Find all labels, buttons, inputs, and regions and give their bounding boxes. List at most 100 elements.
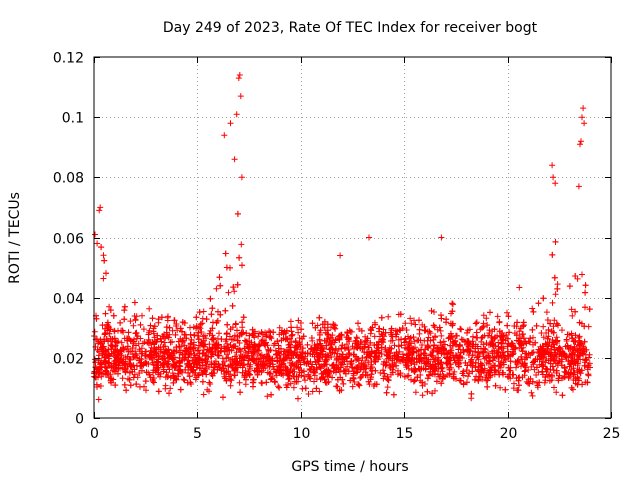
data-point: [438, 359, 445, 366]
data-point: [355, 320, 361, 327]
data-point: [183, 335, 190, 342]
data-point: [145, 340, 152, 347]
data-point: [440, 346, 447, 353]
data-point: [425, 363, 432, 370]
data-point: [373, 381, 380, 388]
data-point: [516, 382, 522, 389]
data-point: [185, 352, 192, 358]
data-point: [278, 371, 285, 377]
data-point: [171, 317, 178, 324]
data-point: [544, 317, 551, 323]
data-point: [106, 303, 113, 310]
data-point: [112, 366, 119, 373]
data-point: [305, 371, 312, 378]
data-point: [551, 274, 558, 281]
data-point: [191, 332, 198, 338]
data-point: [353, 337, 360, 344]
data-point: [478, 345, 484, 352]
data-point: [179, 337, 186, 344]
data-point: [549, 251, 556, 258]
data-point: [286, 372, 292, 379]
data-point: [479, 325, 485, 331]
data-point: [443, 316, 450, 323]
data-point: [234, 327, 240, 334]
plot-frame: [93, 56, 612, 419]
data-point: [266, 334, 273, 341]
data-point: [270, 329, 277, 336]
data-point: [411, 377, 418, 384]
data-point: [583, 346, 590, 353]
data-point: [536, 379, 543, 386]
data-point: [318, 345, 325, 352]
data-point: [496, 318, 503, 325]
data-point: [477, 373, 484, 380]
data-point: [402, 320, 409, 327]
data-point: [109, 343, 116, 350]
data-point: [473, 319, 480, 326]
x-tick-label: 20: [500, 426, 518, 442]
data-point: [453, 332, 460, 339]
data-point: [565, 344, 571, 351]
data-point: [424, 344, 431, 351]
data-point: [554, 360, 561, 367]
data-point: [339, 359, 345, 366]
data-point: [404, 344, 411, 351]
data-point: [149, 315, 156, 322]
data-point: [239, 262, 245, 269]
data-point: [483, 340, 490, 347]
data-point: [224, 340, 231, 347]
data-point: [422, 365, 429, 372]
data-point: [447, 349, 454, 356]
data-point: [119, 375, 126, 382]
data-point-peak: [577, 141, 583, 148]
data-point: [383, 352, 390, 359]
data-point: [337, 374, 344, 381]
data-point: [96, 369, 103, 376]
data-point: [149, 352, 155, 358]
data-point: [408, 376, 414, 383]
data-point: [199, 320, 206, 327]
data-point: [338, 353, 345, 360]
data-point: [388, 327, 395, 333]
data-point-peak: [550, 174, 557, 181]
data-point: [401, 339, 408, 346]
data-point: [105, 352, 112, 359]
data-point: [440, 373, 447, 380]
data-point: [95, 396, 102, 403]
data-point: [148, 344, 155, 351]
data-point: [202, 352, 209, 359]
data-point: [187, 379, 194, 386]
data-point: [470, 333, 476, 340]
data-point: [542, 374, 549, 381]
data-point: [260, 340, 267, 347]
data-point: [470, 341, 477, 348]
data-point: [316, 388, 323, 395]
data-point: [412, 389, 419, 396]
data-point: [328, 341, 335, 348]
data-point: [540, 363, 547, 370]
data-point: [295, 329, 302, 336]
data-point: [93, 381, 100, 388]
data-point: [526, 380, 533, 387]
data-point: [203, 371, 210, 378]
data-point: [473, 329, 480, 336]
data-point: [250, 376, 257, 383]
data-point: [231, 365, 238, 372]
data-point: [225, 368, 232, 375]
data-point: [510, 371, 517, 378]
data-point: [555, 377, 562, 384]
data-point: [367, 365, 374, 372]
data-point: [251, 349, 257, 355]
data-point: [230, 284, 237, 291]
data-point: [578, 367, 585, 374]
data-point: [475, 349, 482, 356]
data-point: [586, 354, 592, 361]
data-point: [229, 356, 236, 363]
data-point: [172, 363, 179, 370]
data-point: [354, 368, 361, 375]
data-point: [478, 335, 485, 341]
data-point: [317, 327, 324, 334]
data-point: [139, 367, 145, 374]
data-point: [348, 360, 355, 367]
data-point: [127, 382, 134, 389]
